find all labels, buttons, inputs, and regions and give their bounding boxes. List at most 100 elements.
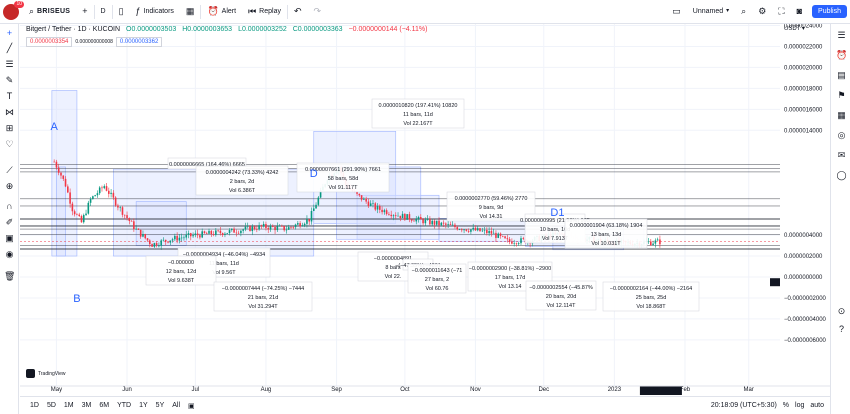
candle-body <box>94 195 96 197</box>
candle-body <box>290 227 292 228</box>
notifications-icon[interactable]: ⊙ <box>837 306 846 316</box>
candle-body <box>504 236 506 239</box>
measurement-box[interactable] <box>564 218 648 249</box>
range-5y[interactable]: 5Y <box>155 402 165 409</box>
layout-toggle[interactable]: ▭ <box>666 0 687 24</box>
calendar-icon[interactable]: ▦ <box>837 110 846 120</box>
layout-menu[interactable]: Unnamed ▾ <box>687 0 735 24</box>
magnet-icon[interactable]: ∩ <box>6 201 13 211</box>
log-toggle[interactable]: log <box>795 402 805 409</box>
measurement-text: −0.0000004891 <box>374 256 412 262</box>
shapes-icon[interactable]: ♡ <box>5 139 14 149</box>
time-tick-label: Feb <box>680 387 691 393</box>
measurement-text: 11 bars, 11d <box>403 112 433 118</box>
eye-icon[interactable]: ◉ <box>5 249 14 259</box>
candle-body <box>85 213 87 216</box>
sell-button[interactable]: 0.0000003354 <box>26 37 73 47</box>
measurement-box[interactable] <box>602 281 700 312</box>
layout-icon: ▭ <box>672 6 681 16</box>
range-5d[interactable]: 5D <box>46 402 56 409</box>
percent-toggle[interactable]: % <box>782 402 790 409</box>
ruler-icon[interactable]: ⟋ <box>6 165 13 175</box>
fullscreen-button[interactable]: ⛶ <box>772 0 790 24</box>
measurement-box[interactable] <box>371 98 465 129</box>
indicators-button[interactable]: ƒ Indicators <box>130 0 180 24</box>
watchlist-icon[interactable]: ☰ <box>837 30 846 40</box>
range-6m[interactable]: 6M <box>99 402 110 409</box>
publish-button[interactable]: Publish <box>812 5 847 18</box>
measurement-text: 17 bars, 17d <box>495 275 526 281</box>
measurement-box[interactable] <box>446 191 536 222</box>
zoom-in-icon[interactable]: ⊕ <box>5 181 14 191</box>
symbol-add-button[interactable]: + <box>76 0 93 24</box>
candle-body <box>160 240 162 246</box>
measurement-box[interactable] <box>525 280 597 311</box>
interval-button[interactable]: D <box>95 0 112 24</box>
measurement-box[interactable] <box>195 165 289 196</box>
pattern-icon[interactable]: ⋈ <box>5 107 14 117</box>
fib-retracement-icon[interactable]: ☰ <box>5 59 14 69</box>
crosshair-icon[interactable]: + <box>6 28 13 38</box>
price-chart[interactable]: 0.00000107180.00000103290.00000100260.00… <box>20 24 830 396</box>
replay-button[interactable]: ⏮ Replay <box>242 0 287 24</box>
measurement-box[interactable] <box>213 281 313 312</box>
tradingview-logo[interactable]: TradingView <box>26 369 66 378</box>
range-ytd[interactable]: YTD <box>117 402 132 409</box>
candle-body <box>399 215 402 218</box>
time-tick-label: Dec <box>538 387 549 393</box>
alert-button[interactable]: ⏰ Alert <box>201 0 242 24</box>
goto-date-icon[interactable]: ▣ <box>188 402 195 410</box>
auto-toggle[interactable]: auto <box>810 402 824 409</box>
chat-icon[interactable]: ✉ <box>837 150 846 160</box>
alerts-icon[interactable]: ⏰ <box>836 50 848 60</box>
data-window-icon[interactable]: ▤ <box>837 70 846 80</box>
measurement-box[interactable] <box>145 255 217 286</box>
trash-icon[interactable]: 🗑 <box>4 271 16 281</box>
price-axis[interactable] <box>780 24 830 396</box>
measurement-text: 27 bars, 2 <box>425 277 449 283</box>
redo-button[interactable]: ↷ <box>308 0 328 24</box>
measurement-text: −0.000000 <box>168 260 194 266</box>
price-tick-label: 0.0000014000 <box>784 128 823 134</box>
measurement-box[interactable] <box>296 162 390 193</box>
brush-icon[interactable]: ✎ <box>5 75 14 85</box>
plus-icon: + <box>82 6 88 16</box>
range-box[interactable] <box>51 90 78 257</box>
candle-body <box>217 230 219 232</box>
candle-body <box>481 230 484 232</box>
help-icon[interactable]: ? <box>838 324 844 334</box>
range-1d[interactable]: 1D <box>30 402 39 409</box>
candle-body <box>394 215 397 217</box>
templates-button[interactable]: ▦ <box>180 0 201 24</box>
settings-button[interactable]: ⚙ <box>752 0 772 24</box>
snapshot-button[interactable]: ◙ <box>791 0 808 24</box>
measurement-text: Vol 9.638T <box>168 278 195 284</box>
avatar[interactable]: 10 <box>3 0 24 20</box>
lock-icon[interactable]: ▣ <box>5 233 14 243</box>
candle-body <box>406 214 408 220</box>
chart-type-button[interactable]: ▯ <box>113 0 130 24</box>
candle-body <box>151 244 153 247</box>
undo-button[interactable]: ↶ <box>288 0 308 24</box>
range-box[interactable] <box>56 166 66 257</box>
range-3m[interactable]: 3M <box>81 402 92 409</box>
candle-body <box>108 190 110 194</box>
ideas-icon[interactable]: ◎ <box>837 130 846 140</box>
measurement-box[interactable] <box>407 263 467 294</box>
candles-icon: ▯ <box>118 6 124 16</box>
range-1m[interactable]: 1M <box>63 402 74 409</box>
buy-button[interactable]: 0.0000003362 <box>115 37 163 47</box>
trend-line-icon[interactable]: ╱ <box>6 43 13 53</box>
hotlist-icon[interactable]: ⚑ <box>837 90 846 100</box>
prediction-icon[interactable]: ⊞ <box>5 123 14 133</box>
stay-drawing-icon[interactable]: ✐ <box>5 217 14 227</box>
range-1y[interactable]: 1Y <box>139 402 148 409</box>
clock[interactable]: 20:18:09 (UTC+5:30) <box>710 402 777 409</box>
quick-search-button[interactable]: ⌕ <box>735 0 752 24</box>
streams-icon[interactable]: ◯ <box>836 170 847 180</box>
symbol-search[interactable]: ⌕ BRISEUS <box>23 0 76 24</box>
text-icon[interactable]: T <box>6 91 13 101</box>
range-all[interactable]: All <box>172 402 181 409</box>
price-tick-label: 0.0000004000 <box>784 233 823 239</box>
candle-body <box>303 223 306 226</box>
